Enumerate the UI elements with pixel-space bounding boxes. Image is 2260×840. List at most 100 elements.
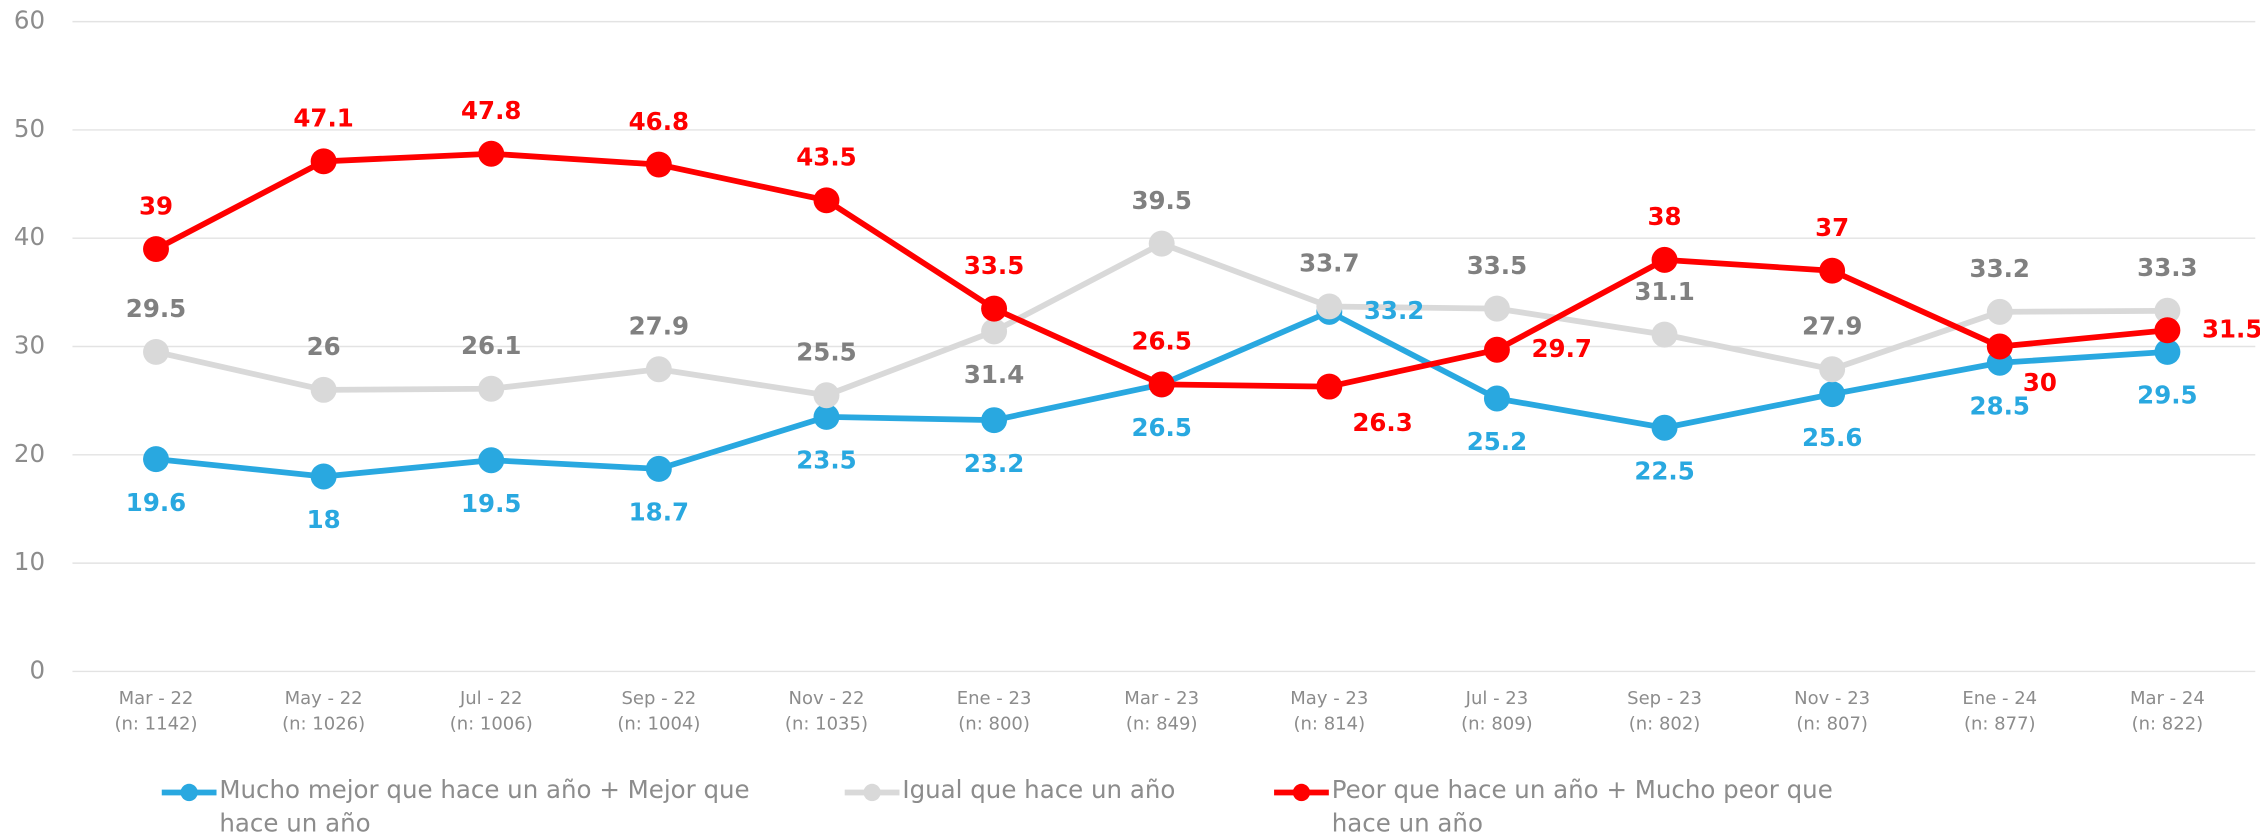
x-tick-label: Sep - 22 bbox=[621, 688, 696, 709]
data-label: 27.9 bbox=[629, 311, 689, 340]
y-tick-label: 20 bbox=[14, 439, 45, 468]
y-tick-label: 50 bbox=[14, 114, 45, 143]
point bbox=[1986, 298, 2013, 325]
x-tick-note: (n: 1004) bbox=[617, 714, 700, 735]
data-label: 39.5 bbox=[1131, 186, 1191, 215]
point bbox=[1651, 246, 1678, 273]
x-tick-label: Nov - 23 bbox=[1794, 688, 1870, 709]
x-tick-label: May - 22 bbox=[285, 688, 363, 709]
data-label: 33.2 bbox=[1364, 296, 1424, 325]
y-tick-label: 10 bbox=[14, 547, 45, 576]
legend-label: Mucho mejor que hace un año + Mejor que … bbox=[219, 776, 750, 839]
data-label: 29.5 bbox=[126, 294, 186, 323]
data-label: 37 bbox=[1815, 213, 1849, 242]
data-label: 27.9 bbox=[1802, 311, 1862, 340]
point bbox=[1651, 414, 1678, 441]
data-label: 26 bbox=[307, 332, 341, 361]
x-tick-note: (n: 800) bbox=[958, 714, 1030, 735]
x-tick-note: (n: 807) bbox=[1796, 714, 1868, 735]
point bbox=[981, 318, 1008, 345]
x-tick-note: (n: 877) bbox=[1964, 714, 2036, 735]
x-tick-note: (n: 1006) bbox=[450, 714, 533, 735]
x-tick-note: (n: 1035) bbox=[785, 714, 868, 735]
point bbox=[1316, 293, 1343, 320]
point bbox=[645, 356, 672, 383]
y-tick-label: 60 bbox=[14, 6, 45, 35]
data-label: 26.5 bbox=[1131, 413, 1191, 442]
point bbox=[1148, 230, 1175, 257]
point bbox=[813, 382, 840, 409]
point bbox=[1819, 257, 1846, 284]
point bbox=[1651, 321, 1678, 348]
point bbox=[143, 446, 169, 473]
x-tick-label: Ene - 24 bbox=[1962, 688, 2037, 709]
legend-marker bbox=[863, 783, 881, 802]
y-tick-label: 40 bbox=[14, 222, 45, 251]
data-label: 31.5 bbox=[2202, 314, 2260, 343]
x-tick-label: Jul - 22 bbox=[459, 688, 523, 709]
point bbox=[1483, 385, 1510, 412]
legend-label: Peor que hace un año + Mucho peor que ha… bbox=[1331, 776, 1833, 839]
data-label: 47.1 bbox=[293, 104, 353, 133]
x-tick-label: Mar - 22 bbox=[119, 688, 194, 709]
data-label: 26.1 bbox=[461, 331, 521, 360]
x-tick-label: Mar - 24 bbox=[2130, 688, 2205, 709]
y-tick-label: 30 bbox=[14, 331, 45, 360]
legend-marker bbox=[180, 783, 198, 802]
x-tick-label: Nov - 22 bbox=[788, 688, 864, 709]
data-label: 33.7 bbox=[1299, 249, 1359, 278]
point bbox=[1483, 336, 1510, 363]
point bbox=[478, 140, 505, 167]
data-label: 39 bbox=[139, 191, 173, 220]
legend-item: Peor que hace un año + Mucho peor que ha… bbox=[1331, 776, 1833, 839]
point bbox=[143, 338, 169, 365]
point bbox=[813, 403, 840, 430]
point bbox=[2154, 317, 2181, 344]
point bbox=[310, 148, 337, 175]
data-label: 26.5 bbox=[1131, 327, 1191, 356]
legend-item: Mucho mejor que hace un año + Mejor que … bbox=[219, 776, 750, 839]
data-label: 38 bbox=[1648, 202, 1682, 231]
point bbox=[1148, 371, 1175, 398]
data-label: 23.5 bbox=[796, 446, 856, 475]
data-label: 25.2 bbox=[1467, 427, 1527, 456]
data-label: 23.2 bbox=[964, 449, 1024, 478]
data-label: 19.6 bbox=[126, 488, 186, 517]
data-label: 31.4 bbox=[964, 360, 1024, 389]
point bbox=[310, 376, 337, 403]
x-tick-note: (n: 1026) bbox=[282, 714, 365, 735]
point bbox=[1986, 333, 2013, 360]
data-label: 19.5 bbox=[461, 489, 521, 518]
data-label: 47.8 bbox=[461, 96, 521, 125]
point bbox=[310, 463, 337, 490]
legend-item: Igual que hace un año bbox=[902, 776, 1176, 806]
data-label: 46.8 bbox=[629, 107, 689, 136]
point bbox=[1819, 356, 1846, 383]
point bbox=[2154, 338, 2181, 365]
point bbox=[143, 236, 169, 263]
point bbox=[478, 447, 505, 474]
x-tick-label: May - 23 bbox=[1290, 688, 1368, 709]
point bbox=[2154, 297, 2181, 324]
data-label: 33.5 bbox=[964, 251, 1024, 280]
x-tick-note: (n: 802) bbox=[1629, 714, 1701, 735]
data-label: 30 bbox=[2023, 368, 2057, 397]
data-label: 25.5 bbox=[796, 337, 856, 366]
data-label: 31.1 bbox=[1634, 277, 1694, 306]
x-tick-label: Jul - 23 bbox=[1465, 688, 1529, 709]
legend-label: Igual que hace un año bbox=[902, 776, 1176, 806]
point bbox=[1819, 381, 1846, 408]
point bbox=[813, 187, 840, 214]
data-label: 43.5 bbox=[796, 143, 856, 172]
x-tick-note: (n: 814) bbox=[1294, 714, 1366, 735]
point bbox=[645, 455, 672, 482]
x-tick-note: (n: 809) bbox=[1461, 714, 1533, 735]
data-label: 29.7 bbox=[1532, 334, 1592, 363]
data-label: 33.3 bbox=[2137, 253, 2197, 282]
data-label: 25.6 bbox=[1802, 423, 1862, 452]
point bbox=[645, 151, 672, 178]
x-tick-note: (n: 849) bbox=[1126, 714, 1198, 735]
data-label: 33.2 bbox=[1970, 254, 2030, 283]
point bbox=[1483, 295, 1510, 322]
